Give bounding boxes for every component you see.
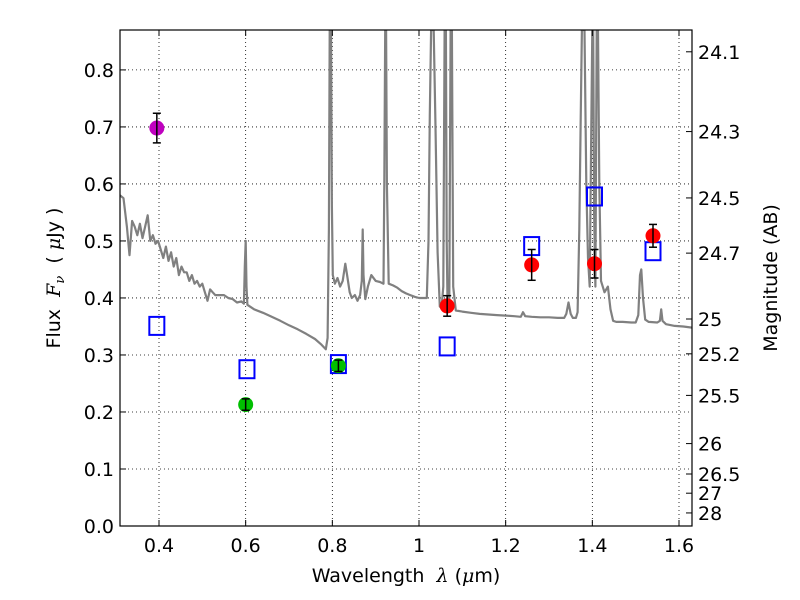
y-tick-label: 0.6	[84, 174, 114, 196]
x-tick-label: 1.6	[664, 535, 694, 557]
y-tick-label: 0.3	[84, 345, 114, 367]
x-axis-label: Wavelength λ (μm)	[312, 565, 501, 587]
y2-tick-label: 26.5	[698, 464, 740, 486]
model-square	[586, 186, 603, 207]
y-tick-label: 0.2	[84, 402, 114, 424]
y-tick-label: 0.8	[84, 60, 114, 82]
y2-tick-label: 24.1	[698, 42, 740, 64]
x-tick-label: 0.4	[144, 535, 174, 557]
x-tick-label: 0.8	[317, 535, 347, 557]
model-square	[438, 336, 456, 357]
spectrum-line	[120, 30, 692, 351]
y2-tick-label: 24.7	[698, 243, 740, 265]
x-tick-label: 0.6	[231, 535, 261, 557]
y-tick-label: 0.0	[84, 516, 114, 538]
y2-tick-label: 25	[698, 309, 722, 331]
y-tick-label: 0.7	[84, 117, 114, 139]
y2-tick-label: 24.3	[698, 122, 740, 144]
y2-tick-label: 24.5	[698, 188, 740, 210]
y2-tick-label: 27	[698, 483, 722, 505]
y-tick-label: 0.5	[84, 231, 114, 253]
y2-tick-label: 25.2	[698, 344, 740, 366]
model-square	[148, 315, 166, 336]
axis-ticks: 0.4 0.6 0.8 1 1.2 1.4 1.6 0.0 0.1 0.2 0.3 0.4 0.5 0.6…	[84, 30, 740, 557]
model-spectrum	[120, 30, 692, 351]
model-square	[238, 359, 256, 380]
plot-frame	[119, 29, 693, 527]
x-tick-label: 1	[413, 535, 425, 557]
y-tick-label: 0.4	[84, 288, 114, 310]
y-tick-label: 0.1	[84, 459, 114, 481]
y-axis-label: Flux Fν ( μJy )	[43, 208, 68, 349]
x-tick-label: 1.2	[491, 535, 521, 557]
y2-tick-label: 26	[698, 434, 722, 456]
observed-points	[149, 112, 661, 413]
x-tick-label: 1.4	[577, 535, 607, 557]
y2-tick-label: 25.5	[698, 385, 740, 407]
y2-tick-label: 28	[698, 503, 722, 525]
y2-axis-label: Magnitude (AB)	[760, 204, 782, 352]
